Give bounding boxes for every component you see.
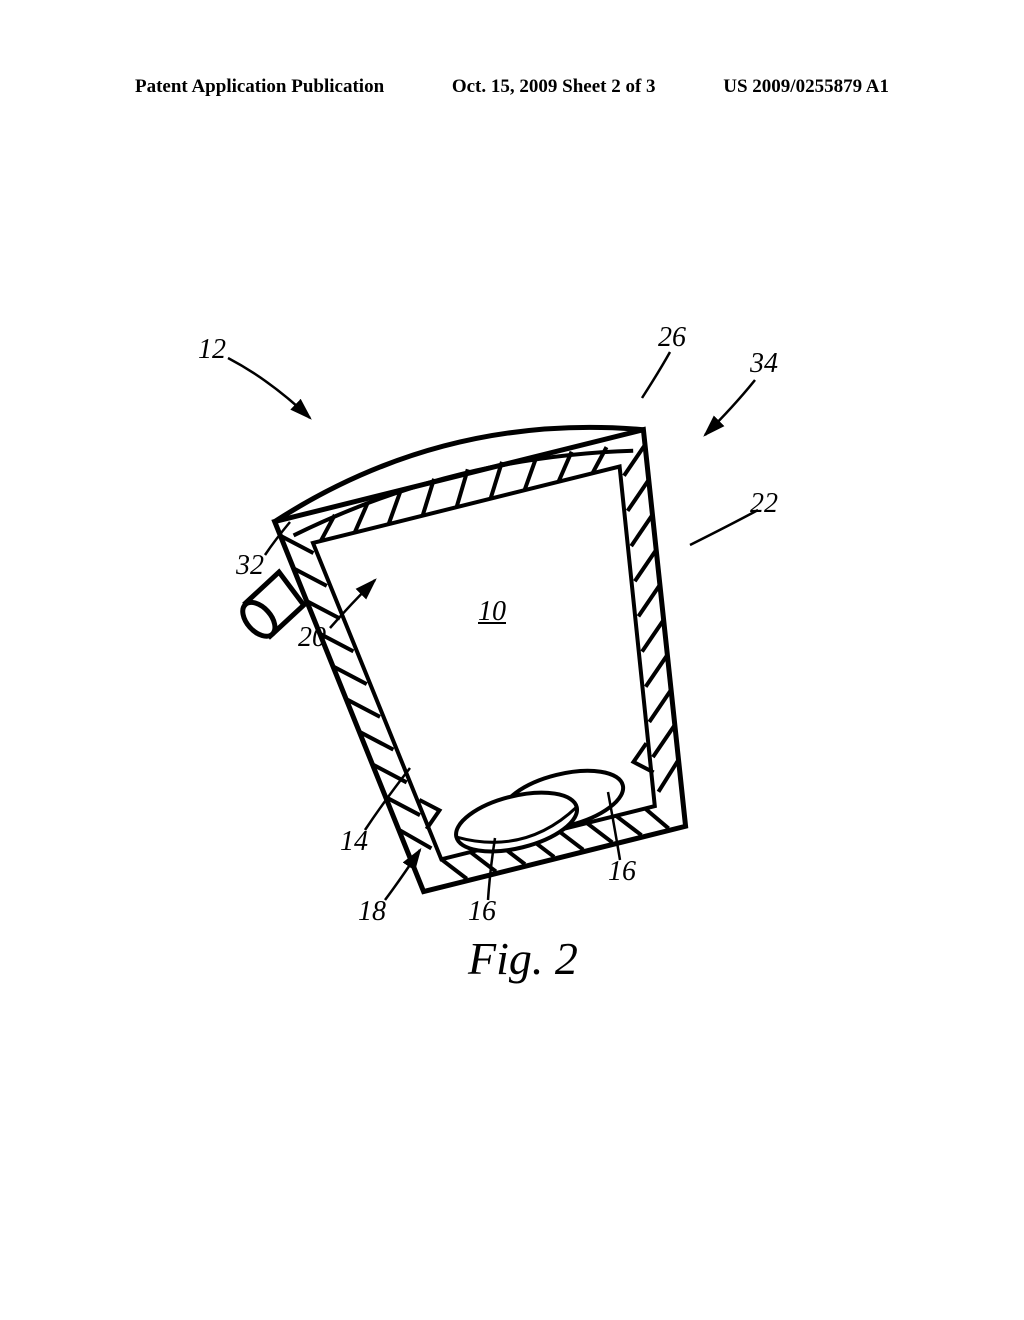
ref-18: 18 bbox=[358, 896, 386, 928]
figure-2: 12 26 34 22 32 20 14 16 16 18 10 Fig. 2 bbox=[190, 340, 830, 990]
ref-10-interior: 10 bbox=[478, 596, 506, 628]
ref-32: 32 bbox=[236, 550, 264, 582]
header-center: Oct. 15, 2009 Sheet 2 of 3 bbox=[452, 76, 656, 98]
ref-26: 26 bbox=[658, 322, 686, 354]
header-left: Patent Application Publication bbox=[135, 76, 384, 98]
ref-16b: 16 bbox=[608, 856, 636, 888]
ref-16a: 16 bbox=[468, 896, 496, 928]
ref-12: 12 bbox=[198, 334, 226, 366]
figure-drawing bbox=[190, 340, 830, 990]
ref-20: 20 bbox=[298, 622, 326, 654]
header-right: US 2009/0255879 A1 bbox=[723, 76, 889, 98]
figure-caption: Fig. 2 bbox=[468, 932, 578, 985]
ref-14: 14 bbox=[340, 826, 368, 858]
ref-22: 22 bbox=[750, 488, 778, 520]
ref-34: 34 bbox=[750, 348, 778, 380]
